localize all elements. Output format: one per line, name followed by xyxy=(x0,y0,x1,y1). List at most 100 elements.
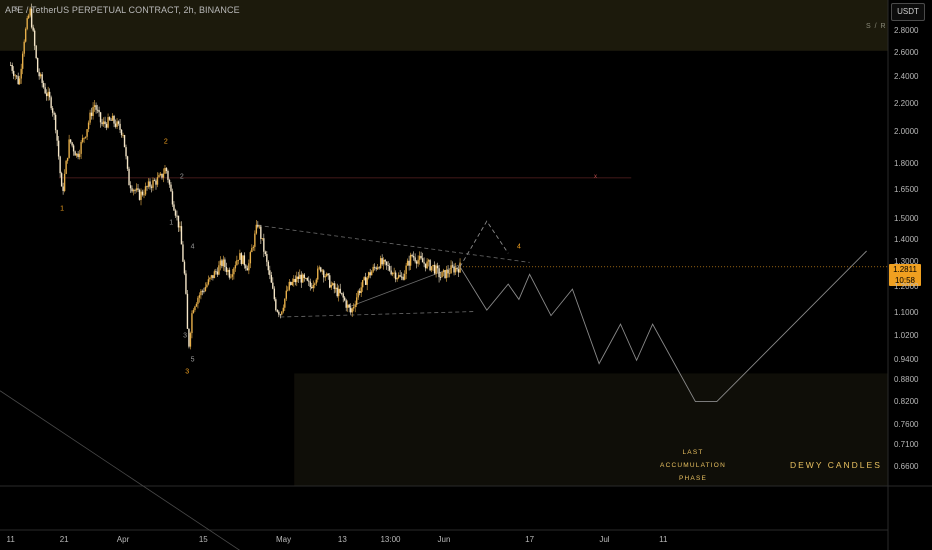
candle[interactable] xyxy=(323,270,325,278)
candle[interactable] xyxy=(329,275,331,288)
candle[interactable] xyxy=(39,74,42,77)
candle[interactable] xyxy=(442,270,445,273)
candle[interactable] xyxy=(448,273,451,275)
candle[interactable] xyxy=(297,276,299,279)
candle[interactable] xyxy=(342,293,344,298)
candle[interactable] xyxy=(66,157,69,161)
candle[interactable] xyxy=(417,259,419,264)
candle[interactable] xyxy=(260,226,262,239)
candle[interactable] xyxy=(354,304,356,308)
candle[interactable] xyxy=(222,259,225,267)
candle[interactable] xyxy=(149,181,151,187)
candle[interactable] xyxy=(255,224,258,234)
candle[interactable] xyxy=(381,258,383,265)
candle[interactable] xyxy=(135,188,138,191)
candle[interactable] xyxy=(200,290,202,296)
candle[interactable] xyxy=(105,124,108,128)
candle[interactable] xyxy=(412,256,415,258)
candle[interactable] xyxy=(379,258,382,269)
currency-button[interactable]: USDT xyxy=(891,3,925,21)
candle[interactable] xyxy=(357,290,359,298)
candle[interactable] xyxy=(129,185,132,189)
candle[interactable] xyxy=(320,267,322,272)
candle[interactable] xyxy=(394,272,397,280)
candle[interactable] xyxy=(456,267,458,270)
candle[interactable] xyxy=(227,269,229,272)
candle[interactable] xyxy=(14,75,16,77)
candle[interactable] xyxy=(264,251,267,255)
candle[interactable] xyxy=(409,254,412,266)
candle[interactable] xyxy=(263,238,265,252)
candle[interactable] xyxy=(433,264,436,274)
candle[interactable] xyxy=(114,123,117,127)
candle[interactable] xyxy=(132,189,135,192)
candle[interactable] xyxy=(92,107,94,116)
candle[interactable] xyxy=(287,289,289,291)
candle[interactable] xyxy=(158,175,160,178)
candle[interactable] xyxy=(186,293,189,329)
candle[interactable] xyxy=(367,272,370,278)
candle[interactable] xyxy=(18,78,21,85)
candle[interactable] xyxy=(78,153,81,157)
candle[interactable] xyxy=(177,215,180,228)
candle[interactable] xyxy=(192,310,195,314)
candle[interactable] xyxy=(273,288,276,300)
candle[interactable] xyxy=(120,129,123,136)
candle[interactable] xyxy=(451,265,454,267)
candle[interactable] xyxy=(421,258,424,263)
candle[interactable] xyxy=(96,109,99,111)
candle[interactable] xyxy=(403,273,406,280)
candle[interactable] xyxy=(249,252,252,264)
candle[interactable] xyxy=(457,269,460,273)
candle[interactable] xyxy=(245,265,247,269)
candle[interactable] xyxy=(269,270,271,276)
candle[interactable] xyxy=(454,267,457,273)
candle[interactable] xyxy=(338,288,340,297)
candle[interactable] xyxy=(174,210,177,216)
candle[interactable] xyxy=(51,108,54,113)
candle[interactable] xyxy=(333,283,335,289)
candle[interactable] xyxy=(27,15,30,19)
candle[interactable] xyxy=(309,281,311,287)
candle[interactable] xyxy=(450,265,452,274)
candle[interactable] xyxy=(300,274,302,283)
candle[interactable] xyxy=(62,186,64,191)
candle[interactable] xyxy=(42,82,45,88)
candle[interactable] xyxy=(74,151,76,156)
candle[interactable] xyxy=(101,122,103,125)
candle[interactable] xyxy=(24,28,27,42)
candle[interactable] xyxy=(435,265,437,274)
candle[interactable] xyxy=(369,272,371,276)
candle[interactable] xyxy=(254,233,256,247)
candle[interactable] xyxy=(246,268,249,271)
candle[interactable] xyxy=(361,280,364,288)
candle[interactable] xyxy=(197,297,199,304)
candle[interactable] xyxy=(438,268,440,278)
candle[interactable] xyxy=(291,281,293,285)
candle[interactable] xyxy=(168,179,171,185)
candle[interactable] xyxy=(77,153,79,157)
candle[interactable] xyxy=(231,274,234,277)
candle[interactable] xyxy=(198,295,201,298)
candle[interactable] xyxy=(147,181,150,187)
candle[interactable] xyxy=(29,8,31,16)
candle[interactable] xyxy=(26,18,28,29)
candle[interactable] xyxy=(179,226,181,228)
candle[interactable] xyxy=(324,276,326,278)
candle[interactable] xyxy=(306,277,308,281)
candle[interactable] xyxy=(420,255,422,259)
candle[interactable] xyxy=(189,333,192,347)
candle[interactable] xyxy=(290,281,292,285)
candle[interactable] xyxy=(236,260,238,266)
candle[interactable] xyxy=(90,112,93,116)
candle[interactable] xyxy=(353,307,355,309)
candle[interactable] xyxy=(376,267,379,270)
candle[interactable] xyxy=(17,76,19,85)
candle[interactable] xyxy=(53,112,55,115)
candle[interactable] xyxy=(113,115,115,124)
candle[interactable] xyxy=(68,139,70,158)
candle[interactable] xyxy=(427,260,430,262)
candle[interactable] xyxy=(50,97,52,109)
candle[interactable] xyxy=(156,177,159,185)
candle[interactable] xyxy=(188,328,190,347)
